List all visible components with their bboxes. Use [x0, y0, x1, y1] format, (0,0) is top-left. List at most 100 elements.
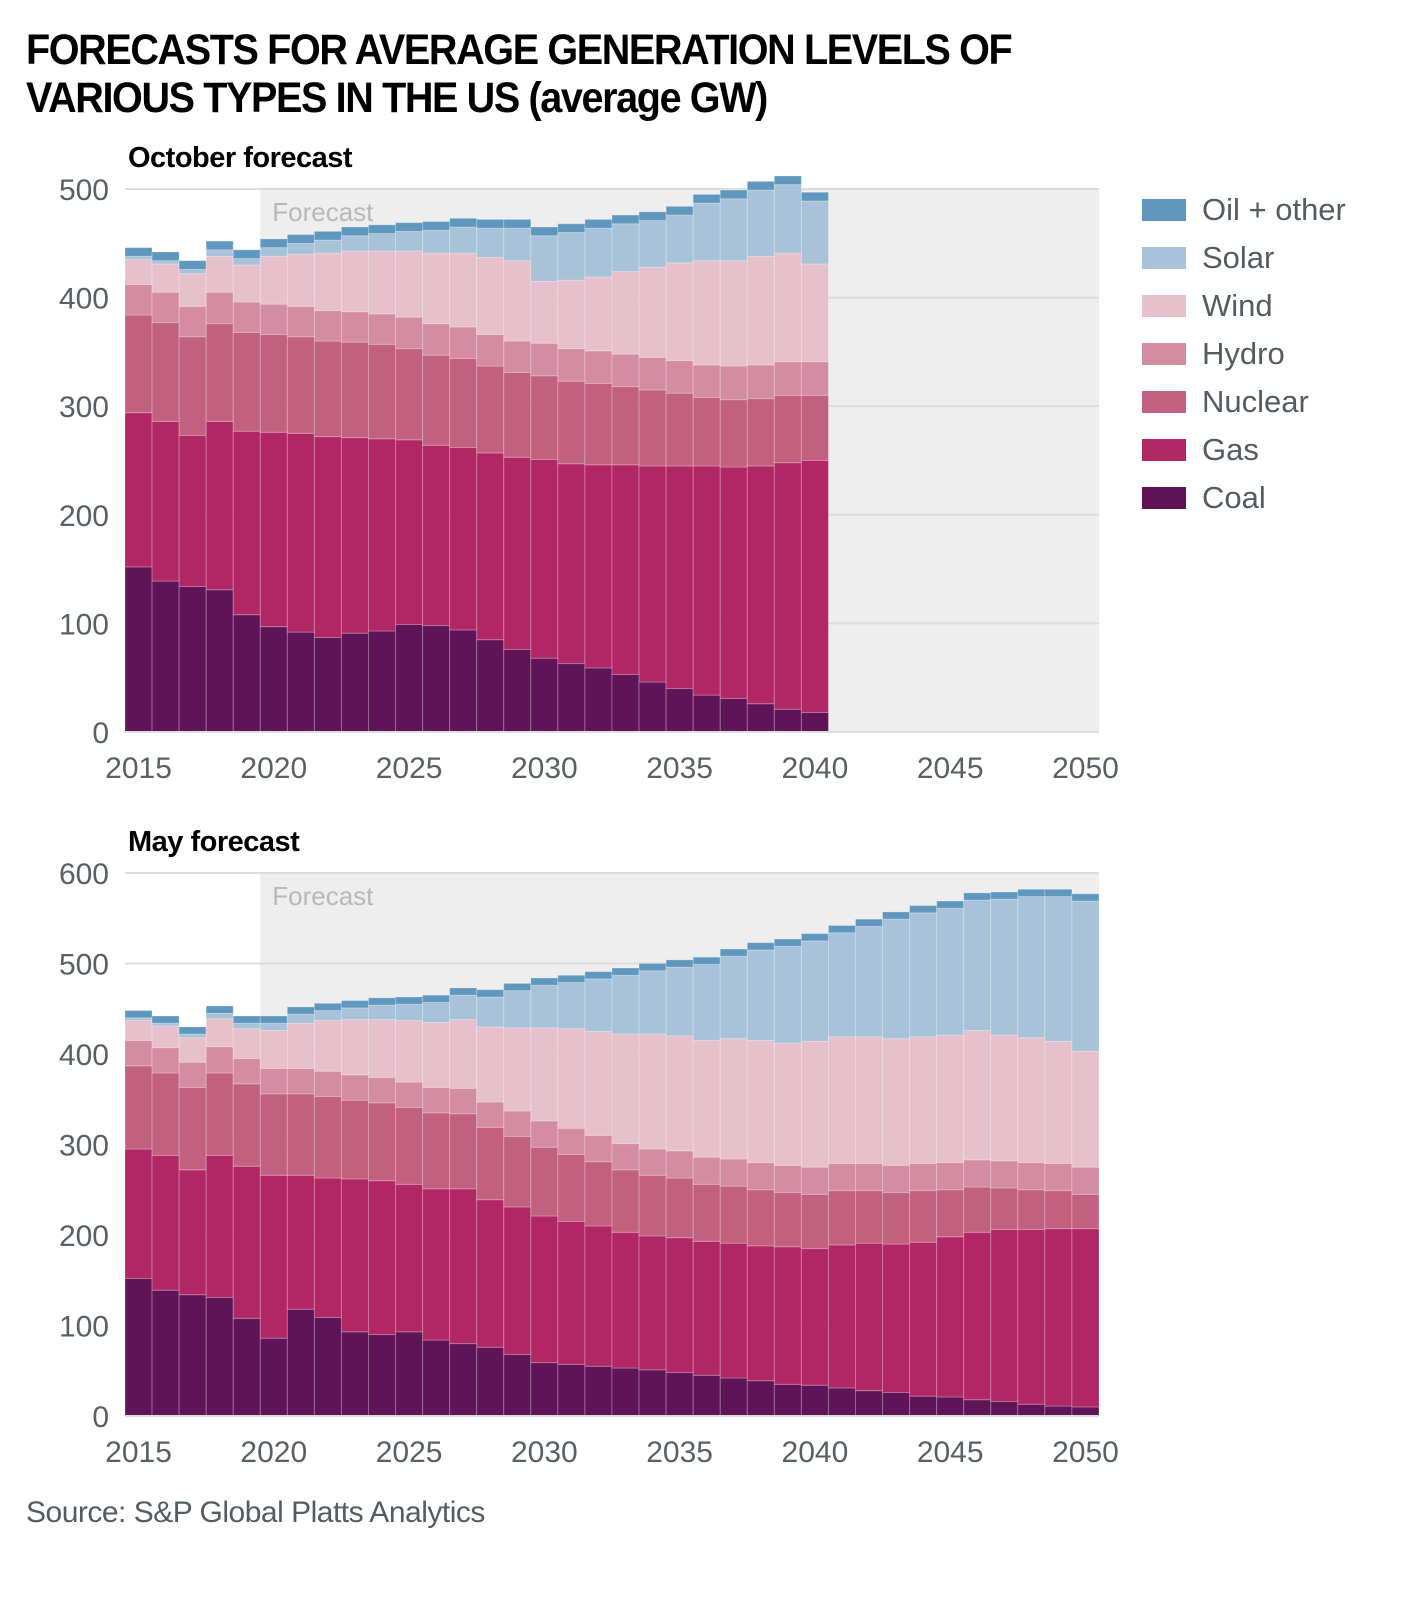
bar-segment-gas-2024: [368, 438, 397, 632]
bar-segment-gas-2023: [340, 437, 370, 634]
bar-segment-solar-2049: [1044, 896, 1073, 1042]
bar-segment-nuclear-2025: [395, 348, 424, 441]
legend-swatch: [1142, 439, 1186, 461]
bar-segment-wind-2033: [611, 1033, 640, 1145]
x-tick-label: 2020: [240, 1436, 307, 1469]
legend-item-wind: Wind: [1142, 282, 1346, 330]
bar-segment-gas-2042: [855, 1242, 884, 1392]
bar-segment-coal-2016: [151, 1289, 180, 1417]
source-note: Source: S&P Global Platts Analytics: [26, 1496, 485, 1529]
bar-segment-coal-2023: [340, 632, 370, 733]
bar-segment-solar-2046: [963, 899, 992, 1031]
legend-swatch: [1142, 343, 1186, 365]
bar-segment-nuclear-2028: [476, 1126, 505, 1201]
bar-segment-nuclear-2034: [638, 389, 667, 467]
bar-segment-wind-2035: [665, 262, 694, 362]
bar-segment-hydro-2037: [719, 365, 748, 401]
bar-segment-solar-2019: [232, 1022, 261, 1030]
bar-segment-coal-2015: [124, 1277, 153, 1417]
bar-segment-nuclear-2016: [151, 1072, 180, 1156]
bar-segment-oil-other-2037: [719, 948, 748, 957]
bar-segment-gas-2038: [746, 465, 775, 705]
bar-segment-gas-2030: [530, 458, 559, 659]
bar-segment-solar-2029: [503, 990, 532, 1029]
may-forecast-subtitle: May forecast: [128, 826, 300, 858]
legend-label: Hydro: [1202, 336, 1285, 371]
bar-segment-solar-2036: [692, 963, 721, 1041]
bar-segment-coal-2047: [990, 1401, 1019, 1417]
y-tick-label: 500: [59, 949, 109, 982]
bar-segment-coal-2022: [313, 1316, 342, 1417]
bar-segment-oil-other-2039: [773, 938, 802, 947]
bar-segment-coal-2045: [936, 1396, 965, 1417]
bar-segment-nuclear-2046: [963, 1186, 992, 1233]
bar-segment-wind-2050: [1071, 1050, 1100, 1168]
bar-segment-solar-2043: [882, 918, 911, 1040]
bar-segment-wind-2049: [1044, 1040, 1073, 1165]
bar-segment-nuclear-2026: [422, 354, 451, 446]
bar-segment-nuclear-2019: [232, 331, 261, 432]
october-forecast-chart: 0 100 200 300 400 500 Forecast 2015 2020 2025 2030…: [59, 174, 1119, 785]
bar-segment-gas-2035: [665, 1237, 694, 1374]
bar-segment-gas-2033: [611, 1231, 640, 1369]
x-tick-label: 2035: [646, 1436, 713, 1469]
bar-segment-oil-other-2048: [1017, 888, 1046, 898]
bar-segment-gas-2028: [476, 1199, 505, 1348]
bar-segment-hydro-2049: [1044, 1163, 1073, 1192]
bar-segment-wind-2015: [124, 1020, 153, 1041]
bar-segment-coal-2015: [124, 566, 153, 733]
bar-segment-solar-2034: [638, 970, 667, 1035]
bar-segment-nuclear-2032: [584, 1161, 613, 1227]
y-tick-label: 0: [92, 717, 109, 750]
bar-segment-nuclear-2035: [665, 392, 694, 467]
bar-segment-gas-2036: [692, 1240, 721, 1376]
bar-segment-hydro-2038: [746, 1162, 775, 1191]
bar-segment-wind-2039: [773, 252, 802, 363]
bar-segment-oil-other-2035: [665, 959, 694, 968]
bar-segment-nuclear-2024: [368, 1102, 397, 1182]
bar-segment-nuclear-2035: [665, 1177, 694, 1239]
y-tick-label: 300: [59, 391, 109, 424]
bar-segment-wind-2030: [530, 280, 559, 344]
bar-segment-gas-2015: [124, 1148, 153, 1279]
bar-segment-wind-2024: [368, 1019, 397, 1079]
bar-segment-coal-2039: [773, 1383, 802, 1417]
bar-segment-coal-2050: [1071, 1406, 1100, 1417]
bar-segment-solar-2031: [557, 231, 586, 281]
bar-segment-wind-2018: [205, 1018, 234, 1048]
bar-segment-coal-2024: [368, 630, 397, 733]
bar-segment-hydro-2020: [259, 303, 288, 336]
bar-segment-hydro-2039: [773, 1164, 802, 1193]
bar-segment-oil-other-2047: [990, 891, 1019, 900]
bar-segment-hydro-2040: [800, 361, 829, 396]
bar-segment-hydro-2026: [422, 1086, 451, 1114]
bar-segment-nuclear-2018: [205, 1072, 234, 1156]
bar-segment-gas-2019: [232, 1165, 261, 1319]
bar-segment-coal-2049: [1044, 1405, 1073, 1417]
bar-segment-coal-2041: [827, 1387, 857, 1417]
may-forecast-chart: 0 100 200 300 400 500 600 Forecast 2015 2020 2025 2…: [59, 858, 1119, 1469]
bar-segment-oil-other-2033: [611, 967, 640, 976]
bar-segment-solar-2033: [611, 974, 640, 1035]
legend-label: Wind: [1202, 288, 1273, 323]
bar-segment-nuclear-2015: [124, 314, 153, 414]
bar-segment-gas-2031: [557, 463, 586, 665]
x-tick-label: 2015: [105, 752, 172, 785]
bar-segment-gas-2038: [746, 1245, 775, 1382]
bar-segment-oil-other-2020: [259, 1015, 288, 1024]
bar-segment-gas-2040: [800, 1248, 829, 1386]
bar-segment-solar-2037: [719, 955, 748, 1040]
bar-segment-solar-2032: [584, 227, 613, 278]
bar-segment-nuclear-2019: [232, 1083, 261, 1167]
bar-segment-coal-2027: [449, 629, 478, 733]
bar-segment-gas-2037: [719, 1242, 748, 1379]
bar-segment-gas-2023: [340, 1178, 370, 1333]
bar-segment-hydro-2020: [259, 1067, 288, 1095]
bar-segment-gas-2032: [584, 1225, 613, 1367]
bar-segment-coal-2043: [882, 1391, 911, 1417]
bar-segment-gas-2024: [368, 1180, 397, 1336]
bar-segment-coal-2021: [286, 631, 315, 733]
bar-segment-solar-2039: [773, 184, 802, 254]
bar-segment-coal-2025: [395, 1331, 424, 1417]
x-tick-label: 2040: [782, 752, 849, 785]
